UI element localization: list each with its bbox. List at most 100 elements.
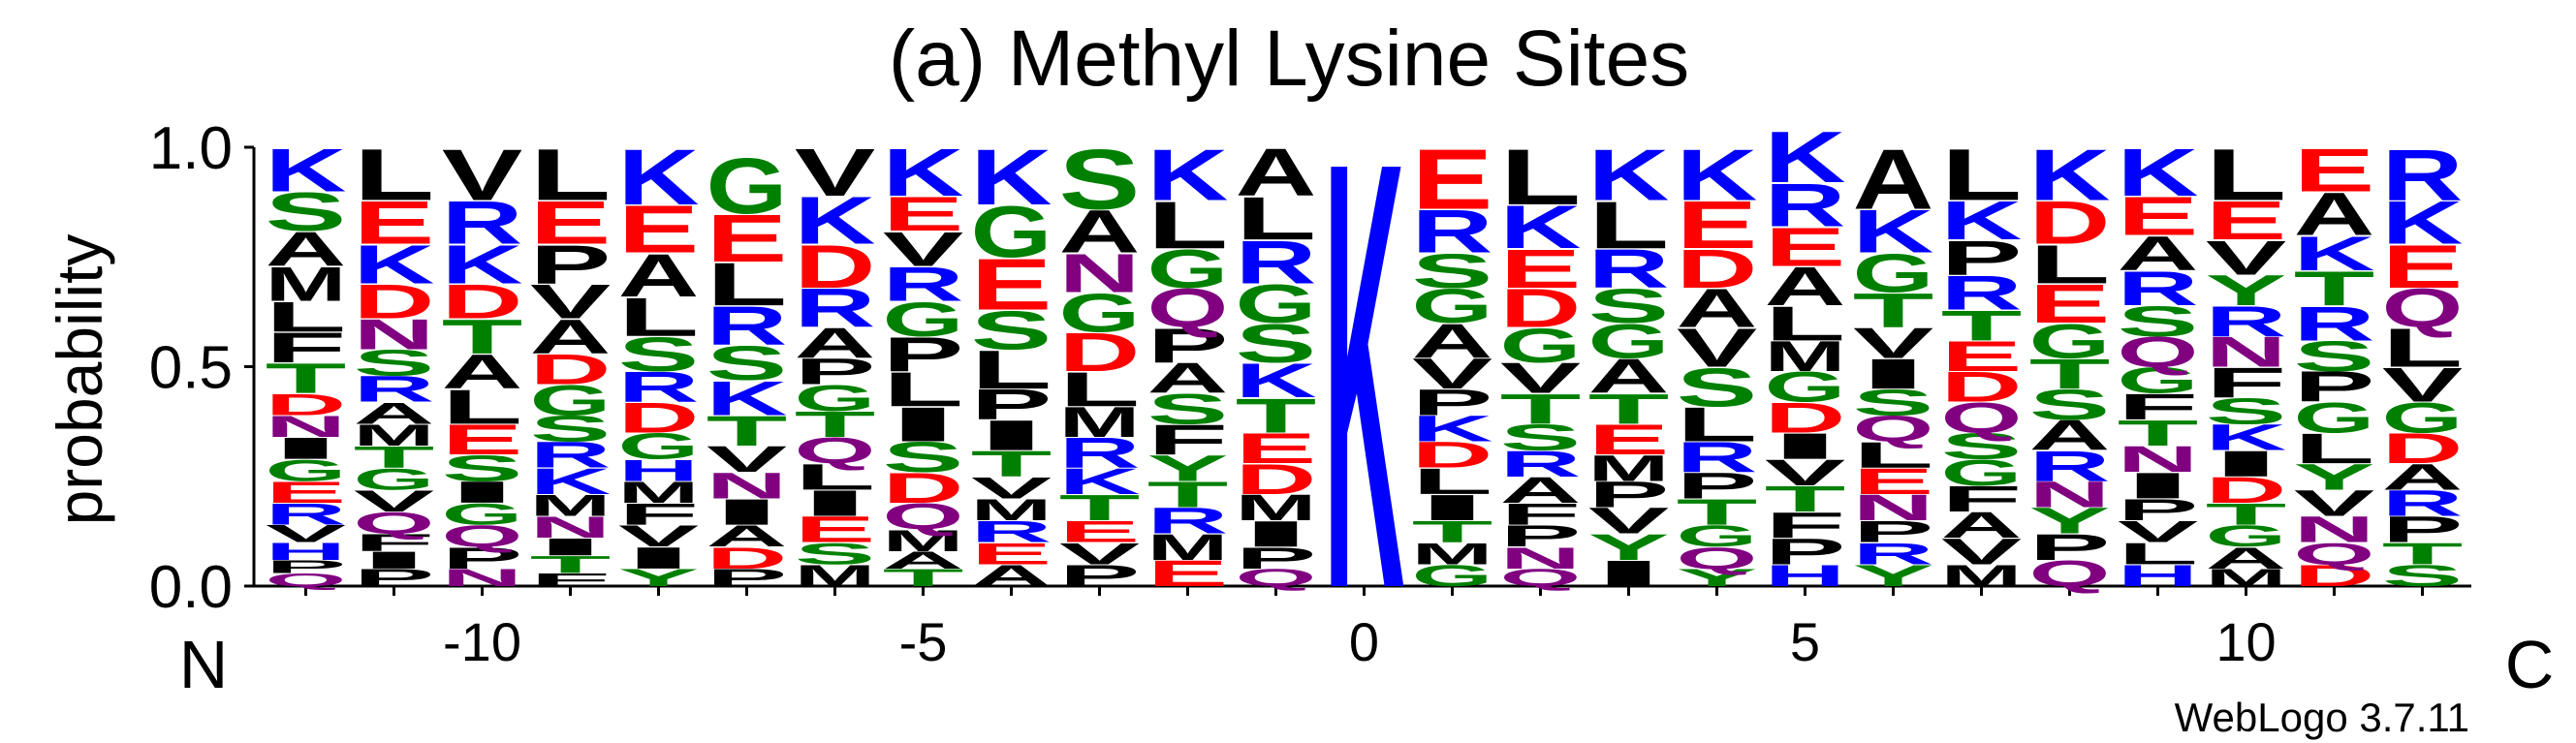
logo-letter: D xyxy=(883,464,964,511)
logo-letter: D xyxy=(1941,363,2023,411)
logo-letter: E xyxy=(1765,216,1846,277)
logo-letter: V xyxy=(442,134,523,215)
logo-letter: D xyxy=(442,274,523,328)
logo-letter: T xyxy=(1941,302,2023,350)
logo-letter: A xyxy=(1588,349,1670,403)
logo-letter: N xyxy=(2206,328,2287,376)
logo-letter: G xyxy=(1853,243,1934,304)
logo-letter: Y xyxy=(2206,266,2287,314)
logo-letter: T xyxy=(354,441,435,475)
logo-letter: H xyxy=(2118,558,2199,592)
logo-letter: P xyxy=(354,564,435,591)
logo-letter: R xyxy=(1677,434,1758,481)
logo-letter: N xyxy=(530,511,612,544)
logo-letter: V xyxy=(266,520,346,547)
logo-letter: V xyxy=(1588,500,1669,542)
logo-letter: Y xyxy=(1147,448,1229,488)
logo-letter: E xyxy=(1677,188,1758,263)
logo-letter: A xyxy=(971,558,1052,592)
logo-letter: L xyxy=(1677,397,1758,451)
logo-letter: P xyxy=(1500,519,1582,553)
logo-letter: T xyxy=(1412,515,1493,549)
logo-letter: R xyxy=(1147,501,1229,542)
logo-letter: M xyxy=(795,559,876,593)
logo-letter: Y xyxy=(618,564,700,591)
logo-letter: R xyxy=(266,497,347,531)
logo-letter: E xyxy=(1853,461,1934,502)
logo-letter: S xyxy=(2382,559,2464,593)
logo-letter: L xyxy=(795,457,876,498)
logo-letter: G xyxy=(2294,394,2375,442)
logo-letter: A xyxy=(1677,278,1758,339)
logo-letter: V xyxy=(2294,482,2374,524)
logo-letter: E xyxy=(2206,190,2287,251)
logo-letter: T xyxy=(2382,537,2464,571)
logo-letter: S xyxy=(1236,313,1317,374)
logo-letter: L xyxy=(1147,188,1229,263)
x-tick-label: 0 xyxy=(1349,611,1379,672)
logo-letter: P xyxy=(1941,231,2023,285)
logo-letter: R xyxy=(1412,198,1493,265)
logo-letter: A xyxy=(1941,505,2023,545)
logo-letter: G xyxy=(1412,558,1493,592)
logo-letter: A xyxy=(1853,132,1934,227)
logo-letter: S xyxy=(1147,386,1229,433)
logo-letter: R xyxy=(1500,444,1582,484)
logo-letter: F xyxy=(618,497,700,531)
logo-letter: I xyxy=(1236,513,1317,554)
weblogo-credit: WebLogo 3.7.11 xyxy=(2175,695,2469,740)
logo-letter: H xyxy=(618,453,700,487)
logo-letter: S xyxy=(707,336,788,390)
logo-letter: M xyxy=(1412,537,1493,571)
logo-letter: I xyxy=(618,542,700,575)
logo-letter: M xyxy=(266,257,347,311)
logo-letter: V xyxy=(1500,355,1581,402)
logo-letter: G xyxy=(530,377,612,424)
logo-letter: T xyxy=(2029,350,2111,397)
logo-letter: R xyxy=(2029,443,2111,490)
logo-letter: T xyxy=(1853,283,1934,337)
logo-letter: R xyxy=(354,369,435,410)
logo-letter: S xyxy=(1941,425,2023,466)
logo-letter: L xyxy=(2206,135,2287,216)
logo-letter: T xyxy=(1588,386,1670,433)
logo-letter: I xyxy=(354,546,435,573)
logo-letter: K xyxy=(618,134,700,222)
logo-letter: I xyxy=(795,483,876,524)
logo-letter: F xyxy=(266,324,347,371)
logo-letter: R xyxy=(1941,265,2023,320)
logo-letter: T xyxy=(530,551,612,578)
logo-letter: A xyxy=(1147,355,1229,402)
logo-letter: A xyxy=(883,546,964,573)
logo-letter: V xyxy=(2382,358,2463,413)
logo-letter: L xyxy=(266,293,347,340)
logo-letter: G xyxy=(2206,519,2287,553)
logo-letter: D xyxy=(1765,394,1846,442)
logo-letter: P xyxy=(1059,559,1141,593)
logo-letter: I xyxy=(1588,553,1670,594)
logo-letter: M xyxy=(971,493,1052,527)
logo-letter: I xyxy=(1412,487,1493,528)
logo-letter: L xyxy=(1765,296,1846,351)
logo-letter: S xyxy=(530,408,612,449)
logo-letter: K xyxy=(1324,34,1405,716)
y-ticks: 0.0 0.5 1.0 xyxy=(149,115,254,621)
logo-letter: P xyxy=(530,233,612,294)
logo-letter: G xyxy=(883,292,964,346)
y-axis: probability 0.0 0.5 1.0 xyxy=(44,115,256,621)
logo-letter: P xyxy=(266,557,347,577)
logo-letter: A xyxy=(2382,457,2464,498)
chart-title: (a) Methyl Lysine Sites xyxy=(889,15,1689,103)
logo-letter: Q xyxy=(883,496,964,537)
logo-letter: N xyxy=(354,311,435,358)
logo-letter: E xyxy=(1236,424,1317,472)
logo-letter: L xyxy=(2118,537,2199,571)
